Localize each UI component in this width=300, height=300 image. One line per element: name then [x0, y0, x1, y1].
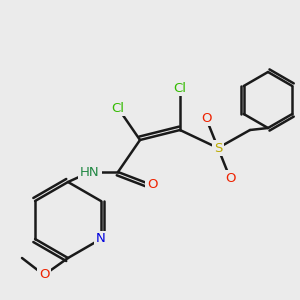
Text: N: N — [96, 232, 106, 245]
Text: S: S — [214, 142, 222, 154]
Text: Cl: Cl — [112, 101, 124, 115]
Text: O: O — [201, 112, 211, 124]
Text: HN: HN — [80, 166, 100, 178]
Text: Cl: Cl — [173, 82, 187, 94]
Text: O: O — [147, 178, 157, 191]
Text: O: O — [225, 172, 235, 184]
Text: O: O — [39, 268, 49, 281]
